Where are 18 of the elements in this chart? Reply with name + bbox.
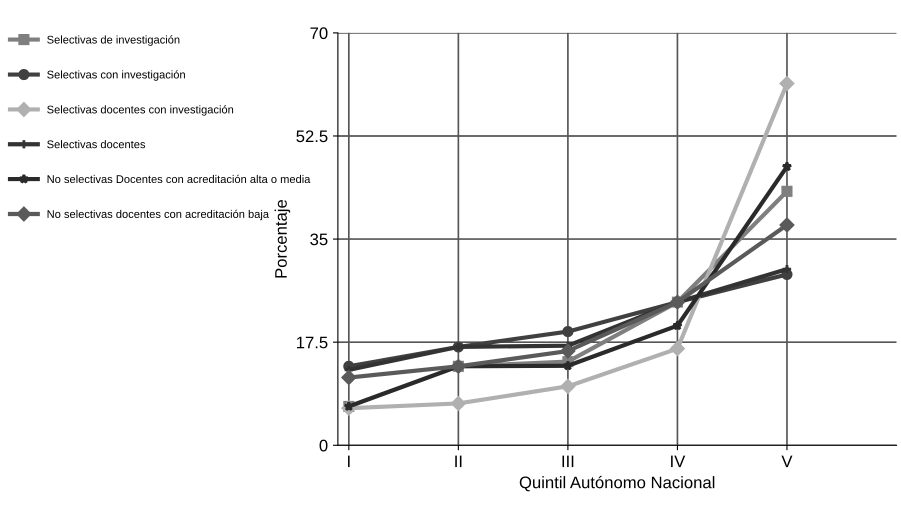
x-tick-label: I (348, 456, 350, 468)
legend-label: No selectivas docentes con acreditación baja (48, 210, 270, 220)
x-tick-label: V (781, 456, 792, 468)
y-axis-title: Porcentaje (274, 200, 290, 278)
y-tick-label: 35 (310, 233, 328, 246)
x-axis-title: Quintil Autónomo Nacional (520, 476, 714, 492)
y-tick-label: 17.5 (296, 336, 328, 348)
y-tick-label: 70 (310, 27, 328, 40)
legend-label: Selectivas con investigación (47, 70, 185, 81)
legend-label: No selectivas Docentes con acreditación alta o media (48, 174, 310, 184)
y-tick-label: 0 (320, 440, 328, 452)
x-tick-label: II (455, 456, 462, 468)
x-tick-label: IV (671, 456, 686, 468)
legend-label: Selectivas de investigación (47, 35, 180, 46)
legend-label: Selectivas docentes (47, 140, 146, 148)
legend-label: Selectivas docentes con investigación (47, 105, 234, 116)
y-tick-label: 52.5 (296, 130, 328, 142)
x-tick-label: III (562, 456, 574, 468)
